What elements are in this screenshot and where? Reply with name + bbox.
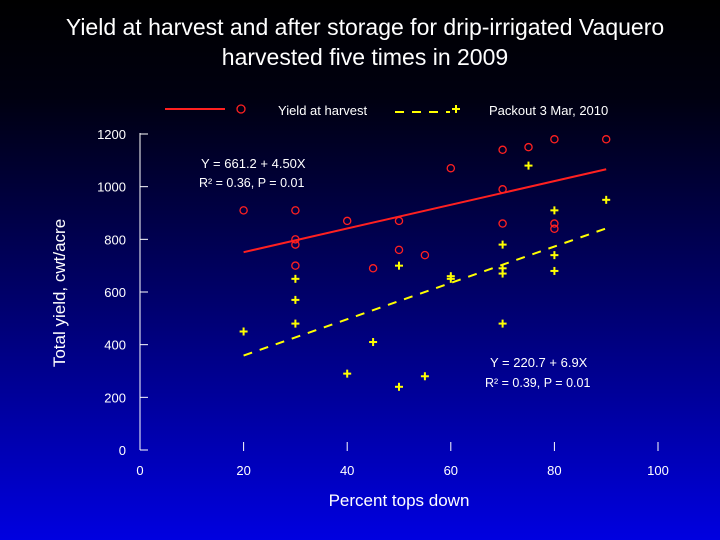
packout-point	[369, 338, 378, 347]
packout-point	[550, 206, 559, 215]
legend-harvest-label: Yield at harvest	[278, 103, 368, 118]
harvest-point	[550, 135, 559, 144]
packout-fit-line	[243, 227, 607, 357]
x-tick-label: 100	[647, 463, 669, 478]
packout-point	[395, 382, 403, 391]
harvest-point	[291, 261, 300, 270]
harvest-point	[446, 163, 456, 173]
x-axis-ticks: 0 20 40 60 80 100	[136, 442, 669, 478]
x-tick-label: 40	[340, 463, 354, 478]
packout-point	[498, 269, 507, 278]
harvest-point	[498, 145, 507, 155]
packout-point	[291, 319, 300, 328]
x-tick-label: 80	[547, 463, 561, 478]
harvest-point	[239, 206, 248, 215]
packout-point	[343, 369, 352, 378]
x-axis-label: Percent tops down	[329, 491, 470, 510]
packout-point	[524, 161, 533, 170]
harvest-point	[420, 250, 430, 260]
chart-title-line-1: Yield at harvest and after storage for d…	[65, 14, 665, 40]
packout-point	[446, 274, 455, 283]
packout-point	[550, 266, 559, 275]
harvest-point	[394, 245, 404, 255]
harvest-equation: Y = 661.2 + 4.50X	[201, 156, 306, 171]
harvest-point	[342, 216, 352, 226]
chart-title-line-2: harvested five times in 2009	[221, 44, 509, 70]
legend: Yield at harvest Packout 3 Mar, 2010	[165, 103, 608, 118]
y-tick-label: 0	[119, 443, 126, 458]
harvest-point	[550, 224, 559, 234]
packout-point	[498, 319, 507, 328]
harvest-fit-line	[243, 168, 607, 254]
harvest-point	[368, 264, 378, 273]
legend-packout-label: Packout 3 Mar, 2010	[489, 103, 608, 118]
harvest-point	[550, 219, 559, 228]
packout-point	[602, 195, 611, 204]
y-tick-label: 800	[104, 232, 126, 247]
harvest-point	[291, 235, 300, 244]
y-axis-ticks: 0 200 400 600 800 1000 1200	[97, 127, 148, 458]
y-tick-label: 200	[104, 390, 126, 405]
packout-point	[291, 274, 300, 283]
x-tick-label: 0	[136, 463, 143, 478]
legend-harvest-marker	[236, 104, 246, 114]
packout-stats: R² = 0.39, P = 0.01	[485, 376, 590, 390]
harvest-points	[239, 135, 611, 273]
harvest-stats: R² = 0.36, P = 0.01	[199, 176, 304, 190]
y-axis-label: Total yield, cwt/acre	[50, 219, 69, 367]
x-tick-label: 60	[444, 463, 458, 478]
harvest-point	[291, 206, 300, 215]
y-tick-label: 1200	[97, 127, 126, 142]
harvest-point	[498, 219, 507, 228]
harvest-point	[524, 142, 533, 152]
harvest-point	[498, 185, 507, 194]
x-tick-label: 20	[236, 463, 250, 478]
chart-title: Yield at harvest and after storage for d…	[0, 12, 720, 72]
harvest-point	[291, 240, 300, 249]
packout-point	[498, 240, 507, 249]
y-tick-label: 600	[104, 285, 126, 300]
harvest-point	[394, 216, 404, 226]
packout-point	[395, 261, 403, 270]
packout-point	[239, 327, 248, 336]
packout-point	[420, 372, 429, 381]
legend-packout-marker	[452, 105, 460, 113]
harvest-point	[601, 135, 611, 144]
y-tick-label: 400	[104, 338, 126, 353]
packout-point	[550, 251, 559, 260]
packout-equation: Y = 220.7 + 6.9X	[490, 355, 588, 370]
packout-point	[291, 295, 300, 304]
packout-points	[239, 161, 611, 391]
y-tick-label: 1000	[97, 180, 126, 195]
